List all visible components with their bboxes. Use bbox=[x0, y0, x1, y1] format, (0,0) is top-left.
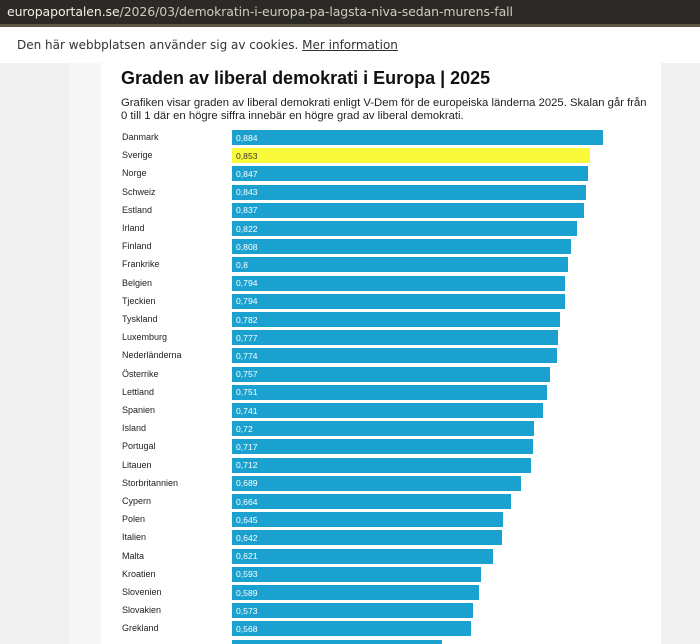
bar-value-label: 0,782 bbox=[236, 314, 258, 325]
bar-value-label: 0,794 bbox=[236, 278, 258, 289]
bar bbox=[232, 221, 577, 236]
bar bbox=[232, 512, 503, 528]
country-label: Grekland bbox=[122, 623, 159, 634]
url-host: europaportalen.se bbox=[7, 4, 120, 19]
country-label: Tjeckien bbox=[122, 295, 156, 306]
country-label: Österrike bbox=[122, 368, 159, 379]
country-label: Slovakien bbox=[122, 605, 162, 616]
country-label: Schweiz bbox=[122, 186, 156, 197]
bar-value-label: 0,642 bbox=[236, 532, 258, 543]
bar-value-label: 0,593 bbox=[236, 569, 258, 580]
bar bbox=[232, 312, 560, 327]
url-path: /2026/03/demokratin-i-europa-pa-lagsta-n… bbox=[119, 4, 513, 19]
country-label: Litauen bbox=[122, 459, 152, 470]
bar bbox=[232, 166, 588, 182]
bar-value-label: 0,884 bbox=[236, 132, 258, 143]
url-text[interactable]: europaportalen.se/2026/03/demokratin-i-e… bbox=[7, 4, 513, 19]
country-label: Malta bbox=[122, 550, 145, 561]
bar-value-label: 0,751 bbox=[236, 387, 258, 398]
bar bbox=[232, 384, 547, 400]
bar bbox=[232, 439, 533, 455]
bar bbox=[232, 330, 558, 346]
bar bbox=[232, 530, 502, 546]
bar bbox=[232, 275, 565, 291]
bar-value-label: 0,72 bbox=[236, 423, 253, 434]
chart-subtitle: Grafiken visar graden av liberal demokra… bbox=[121, 97, 647, 122]
bar-value-label: 0,589 bbox=[236, 587, 258, 598]
country-label: Cypern bbox=[122, 496, 152, 506]
bar-value-label: 0,621 bbox=[236, 551, 258, 562]
bar-value-label: 0,853 bbox=[236, 150, 258, 161]
bar-value-label: 0,777 bbox=[236, 332, 258, 343]
bar-value-label: 0,712 bbox=[236, 460, 258, 471]
bar-value-label: 0,645 bbox=[236, 514, 258, 525]
country-label: Storbritannien bbox=[122, 477, 179, 488]
bar bbox=[232, 603, 473, 619]
country-label: Portugal bbox=[122, 441, 156, 452]
bar bbox=[232, 366, 550, 382]
bar-value-label: 0,717 bbox=[236, 441, 258, 452]
bar-value-label: 0,741 bbox=[236, 405, 258, 416]
country-label: Luxemburg bbox=[122, 332, 168, 343]
bar bbox=[232, 457, 531, 473]
country-label: Irland bbox=[122, 223, 145, 233]
bar bbox=[232, 239, 571, 255]
bar bbox=[232, 403, 543, 418]
bar bbox=[232, 148, 590, 164]
bar-value-label: 0,822 bbox=[236, 223, 258, 234]
chart-title: Graden av liberal demokrati i Europa | 2… bbox=[121, 68, 491, 88]
bar-value-label: 0,573 bbox=[236, 605, 258, 616]
bar bbox=[232, 257, 568, 273]
bar-value-label: 0,774 bbox=[236, 350, 258, 361]
country-label: Nederländerna bbox=[122, 350, 182, 361]
bar bbox=[232, 421, 534, 437]
cookie-banner-message: Den här webbplatsen använder sig av cook… bbox=[17, 38, 299, 52]
country-label: Lettland bbox=[122, 386, 155, 397]
country-label: Italien bbox=[122, 532, 147, 543]
country-label: Norge bbox=[122, 168, 147, 179]
country-label: Slovenien bbox=[122, 587, 162, 597]
bar-value-label: 0,689 bbox=[236, 478, 258, 489]
bar-partial bbox=[232, 639, 442, 644]
bar bbox=[232, 202, 584, 218]
country-label: Belgien bbox=[122, 277, 153, 288]
country-label: Danmark bbox=[122, 132, 159, 142]
bar-value-label: 0,843 bbox=[236, 187, 258, 198]
bar bbox=[232, 548, 493, 564]
bar-value-label: 0,757 bbox=[236, 369, 258, 380]
country-label: Sverige bbox=[122, 150, 153, 161]
bar bbox=[232, 293, 565, 309]
bar bbox=[232, 566, 481, 582]
cookie-banner: Den här webbplatsen använder sig av cook… bbox=[0, 27, 700, 63]
bar bbox=[232, 184, 586, 200]
bar bbox=[232, 585, 479, 600]
country-label: Kroatien bbox=[122, 568, 156, 579]
bar-value-label: 0,664 bbox=[236, 496, 258, 507]
bar-value-label: 0,568 bbox=[236, 623, 258, 634]
country-label: Estland bbox=[122, 204, 153, 215]
bar-value-label: 0,808 bbox=[236, 241, 258, 252]
country-label: Finland bbox=[122, 241, 152, 252]
country-label: Polen bbox=[122, 514, 146, 525]
bar-value-label: 0,794 bbox=[236, 296, 258, 307]
cookie-banner-text-row: Den här webbplatsen använder sig av cook… bbox=[17, 38, 398, 52]
country-label: Island bbox=[122, 423, 147, 434]
bar bbox=[232, 621, 471, 637]
country-label: Spanien bbox=[122, 405, 156, 415]
bar-value-label: 0,8 bbox=[236, 259, 248, 270]
bar bbox=[232, 130, 603, 145]
bar-value-label: 0,837 bbox=[236, 205, 258, 216]
bar bbox=[232, 494, 511, 509]
country-label: Frankrike bbox=[122, 259, 160, 270]
bar-value-label: 0,847 bbox=[236, 168, 258, 179]
cookie-more-info-link[interactable]: Mer information bbox=[302, 38, 398, 52]
bar bbox=[232, 475, 521, 491]
country-label: Tyskland bbox=[122, 314, 158, 324]
browser-address-bar[interactable]: europaportalen.se/2026/03/demokratin-i-e… bbox=[0, 0, 700, 27]
bar bbox=[232, 348, 557, 364]
